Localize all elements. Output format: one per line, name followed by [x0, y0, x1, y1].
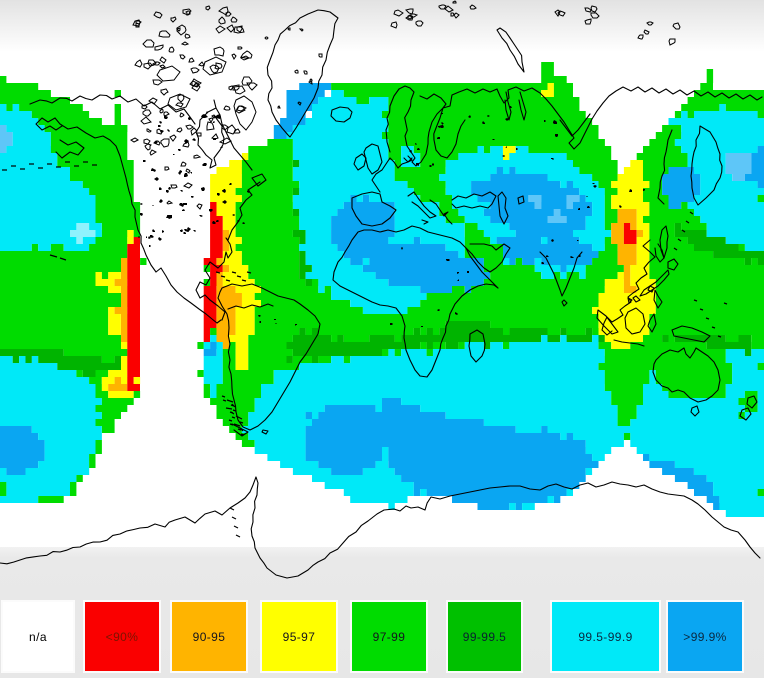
svg-text:95-97: 95-97	[283, 630, 316, 644]
svg-text:97-99: 97-99	[373, 630, 406, 644]
svg-text:<90%: <90%	[106, 630, 139, 644]
svg-text:n/a: n/a	[29, 630, 47, 644]
svg-text:90-95: 90-95	[193, 630, 226, 644]
svg-text:99-99.5: 99-99.5	[463, 630, 507, 644]
svg-text:>99.9%: >99.9%	[683, 630, 726, 644]
svg-text:99.5-99.9: 99.5-99.9	[578, 630, 632, 644]
